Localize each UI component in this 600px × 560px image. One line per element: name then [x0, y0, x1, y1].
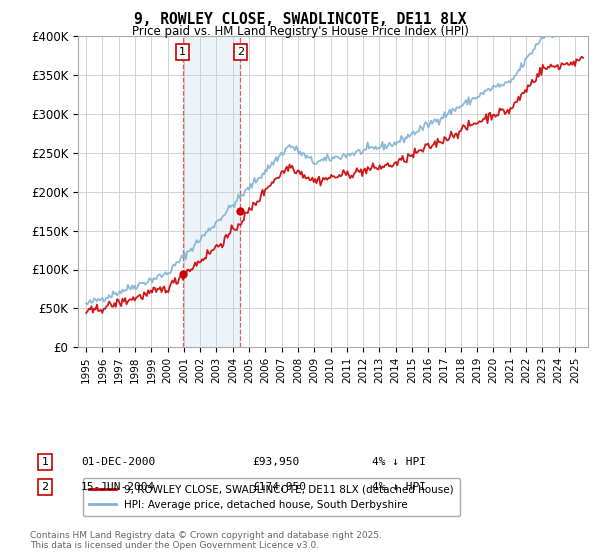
Text: Contains HM Land Registry data © Crown copyright and database right 2025.
This d: Contains HM Land Registry data © Crown c…: [30, 530, 382, 550]
Bar: [182, 36, 240, 347]
Text: 2: 2: [41, 482, 49, 492]
Text: £174,950: £174,950: [252, 482, 306, 492]
Text: 4% ↓ HPI: 4% ↓ HPI: [372, 457, 426, 467]
Text: 1: 1: [179, 47, 186, 57]
Text: Price paid vs. HM Land Registry's House Price Index (HPI): Price paid vs. HM Land Registry's House …: [131, 25, 469, 38]
Text: £93,950: £93,950: [252, 457, 299, 467]
Text: 2: 2: [237, 47, 244, 57]
Text: 4% ↓ HPI: 4% ↓ HPI: [372, 482, 426, 492]
Text: 9, ROWLEY CLOSE, SWADLINCOTE, DE11 8LX: 9, ROWLEY CLOSE, SWADLINCOTE, DE11 8LX: [134, 12, 466, 27]
Text: 01-DEC-2000: 01-DEC-2000: [81, 457, 155, 467]
Text: 15-JUN-2004: 15-JUN-2004: [81, 482, 155, 492]
Text: 1: 1: [41, 457, 49, 467]
Legend: 9, ROWLEY CLOSE, SWADLINCOTE, DE11 8LX (detached house), HPI: Average price, det: 9, ROWLEY CLOSE, SWADLINCOTE, DE11 8LX (…: [83, 478, 460, 516]
